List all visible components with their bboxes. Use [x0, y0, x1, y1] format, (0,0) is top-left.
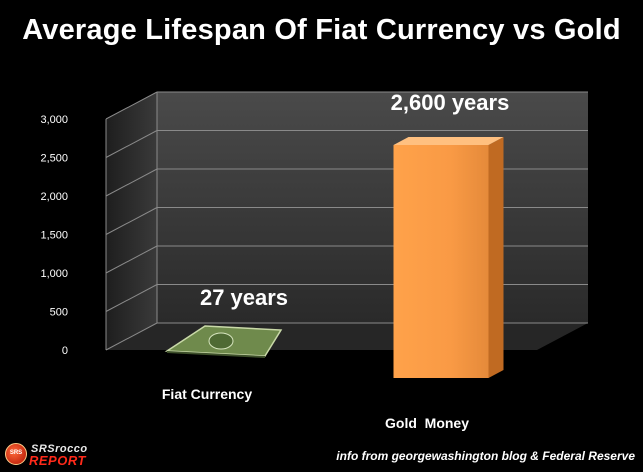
y-tick-label: 500	[50, 307, 68, 319]
y-tick-label: 0	[62, 345, 68, 357]
logo-badge-icon: SRS	[5, 443, 27, 465]
bar-gold-top	[393, 137, 504, 145]
data-label: 2,600 years	[391, 90, 510, 115]
y-tick-label: 2,000	[40, 191, 68, 203]
logo-text-top: SRSrocco	[31, 443, 88, 455]
y-tick-label: 2,500	[40, 153, 68, 165]
bar-gold-side	[488, 137, 504, 378]
data-label: 27 years	[200, 285, 288, 310]
y-tick-label: 1,500	[40, 230, 68, 242]
gridline-side	[105, 284, 158, 312]
gridline-side	[105, 91, 158, 120]
logo-text-bottom: REPORT	[29, 453, 86, 468]
x-category-label: Fiat Currency	[162, 386, 252, 402]
bar-fiat-currency	[164, 325, 283, 358]
chart-title: Average Lifespan Of Fiat Currency vs Gol…	[22, 14, 621, 46]
source-note: info from georgewashington blog & Federa…	[336, 449, 635, 463]
gridline-side	[105, 168, 158, 197]
gridline-side	[105, 130, 158, 158]
gridline-side	[105, 245, 158, 274]
gridline-side	[105, 207, 158, 235]
x-category-label: Gold Money	[385, 415, 469, 431]
y-tick-label: 1,000	[40, 268, 68, 280]
gridline-side	[105, 322, 158, 351]
bar-gold-money	[393, 145, 489, 378]
y-tick-label: 3,000	[40, 114, 68, 126]
srsrocco-logo: SRS SRSrocco REPORT	[5, 443, 123, 468]
